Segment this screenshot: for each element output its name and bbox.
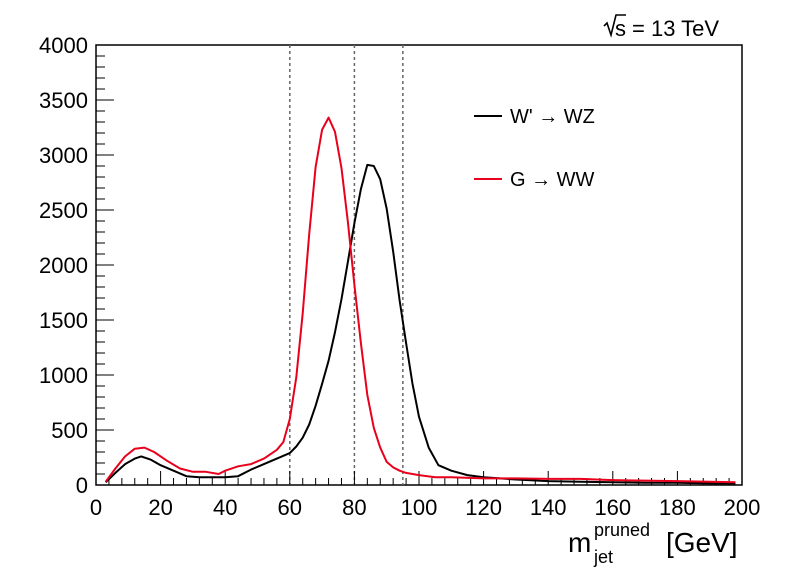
- x-tick-label: 20: [148, 495, 172, 520]
- y-tick-label: 4000: [39, 33, 88, 58]
- x-tick-label: 200: [724, 495, 761, 520]
- sqrt-symbol: [603, 14, 626, 38]
- series-layer: [104, 116, 736, 485]
- y-tick-label: 500: [51, 418, 88, 443]
- x-axis-title-subscript: jet: [593, 547, 613, 567]
- x-axis-title-unit: [GeV]: [666, 527, 738, 558]
- energy-label-value: = 13 TeV: [632, 16, 719, 41]
- energy-label: s = 13 TeV: [603, 14, 719, 41]
- series-line-ww: [104, 116, 736, 484]
- legend-label-wz: W' → WZ: [510, 106, 595, 128]
- y-axis: 0 500 1000 1500 2000 2500 3000 3500 4000: [39, 33, 114, 498]
- legend-label-ww: G → WW: [510, 169, 595, 191]
- x-tick-label: 80: [342, 495, 366, 520]
- x-tick-label: 60: [278, 495, 302, 520]
- reference-lines: [289, 45, 404, 485]
- y-tick-label: 0: [76, 473, 88, 498]
- x-tick-label: 100: [401, 495, 438, 520]
- y-tick-label: 3500: [39, 88, 88, 113]
- x-axis-title: m pruned jet [GeV]: [568, 520, 738, 567]
- x-tick-label: 140: [530, 495, 567, 520]
- x-tick-label: 0: [90, 495, 102, 520]
- energy-label-s: s: [615, 16, 626, 41]
- legend: W' → WZ G → WW: [474, 106, 595, 191]
- y-tick-label: 3000: [39, 143, 88, 168]
- y-tick-label: 1500: [39, 308, 88, 333]
- y-tick-label: 2500: [39, 198, 88, 223]
- x-axis: 0 20 40 60 80 100 120 140 160 180 200: [90, 471, 760, 520]
- x-tick-label: 40: [213, 495, 237, 520]
- y-tick-label: 1000: [39, 363, 88, 388]
- x-tick-label: 120: [465, 495, 502, 520]
- series-line-wz: [105, 163, 736, 485]
- y-tick-label: 2000: [39, 253, 88, 278]
- x-axis-title-base: m: [568, 527, 591, 558]
- x-tick-label: 160: [594, 495, 631, 520]
- x-tick-label: 180: [659, 495, 696, 520]
- x-axis-title-superscript: pruned: [594, 520, 650, 540]
